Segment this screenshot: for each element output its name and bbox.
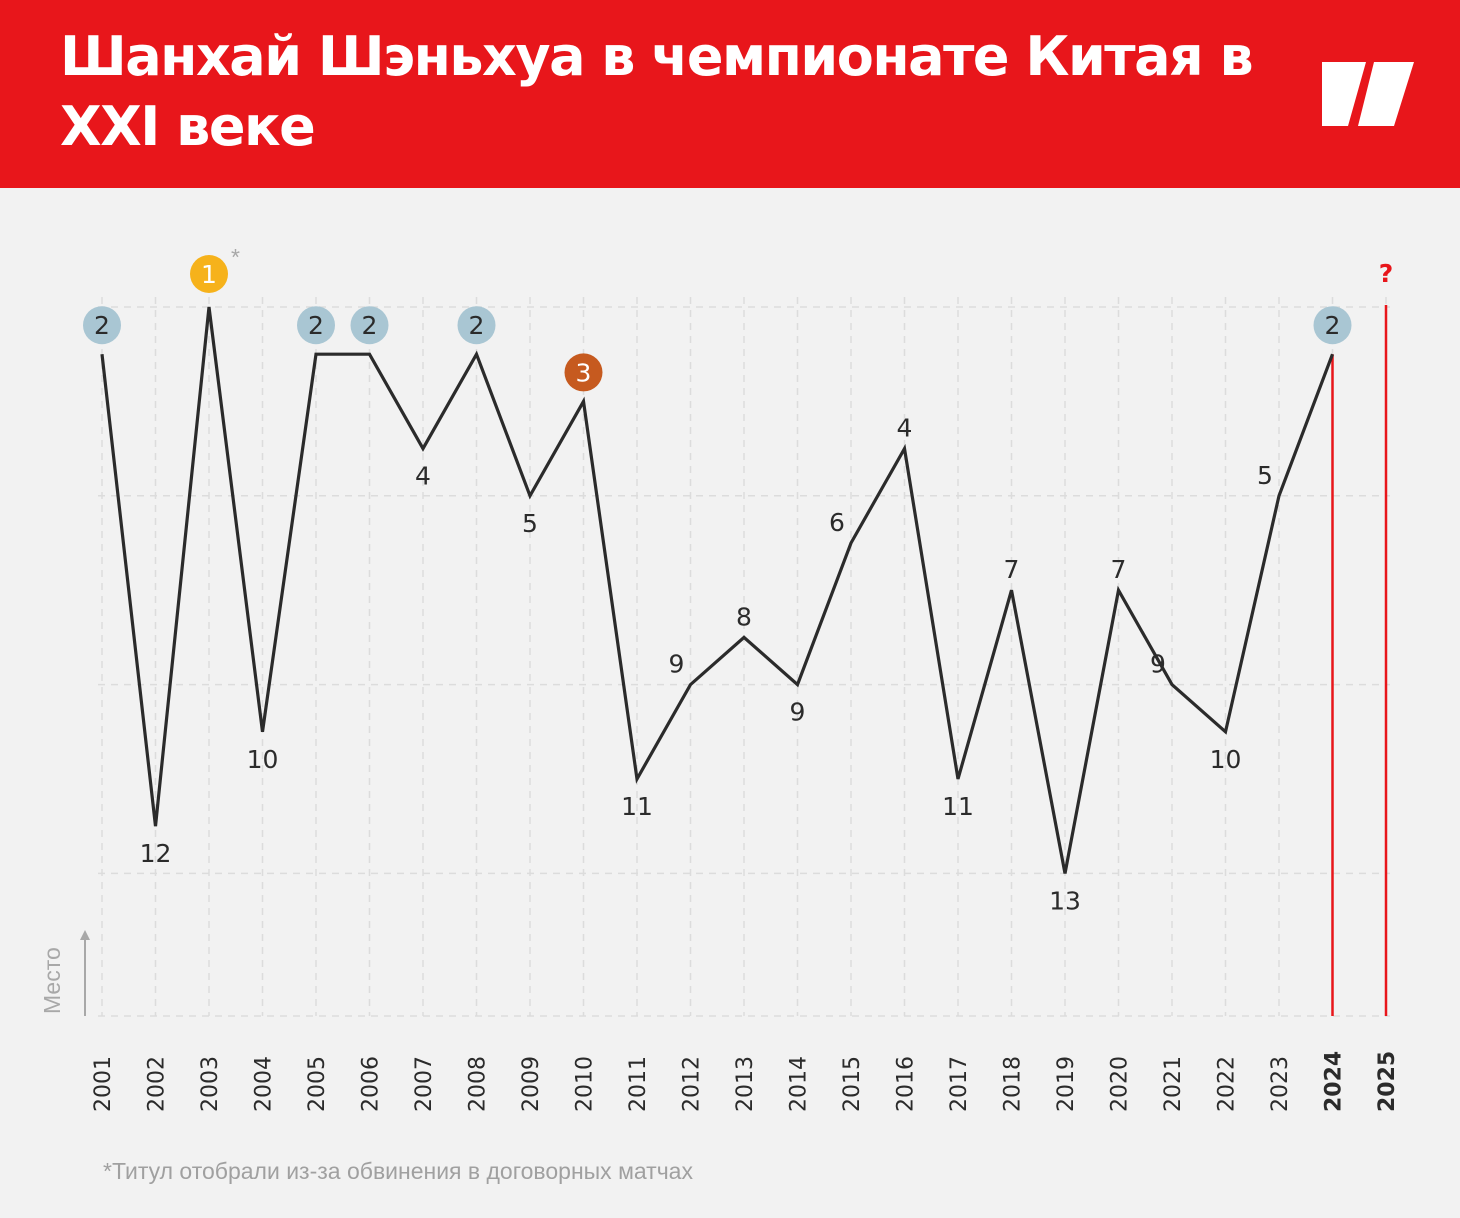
data-label: 4 [415,462,431,491]
x-tick-label: 2025 [1375,1051,1400,1112]
brand-logo-icon [1322,62,1414,126]
data-label: 2 [469,311,485,340]
data-label: 2 [1325,311,1341,340]
data-label: 3 [576,358,592,387]
header-banner: Шанхай Шэньхуа в чемпионате Китая в XXI … [0,0,1460,188]
data-label: 9 [1150,650,1166,679]
data-label: 4 [897,414,913,443]
annotation-asterisk: * [231,244,240,270]
x-tick-label: 2017 [947,1056,972,1112]
x-tick-label: 2014 [787,1056,812,1112]
x-tick-label: 2013 [733,1056,758,1112]
data-label: 8 [736,602,752,631]
x-tick-label: 2008 [466,1056,491,1112]
medal-badge-icon [83,306,121,345]
x-tick-label: 2021 [1161,1056,1186,1112]
medal-badge-icon [190,255,228,293]
x-tick-label: 2007 [412,1056,437,1112]
data-label: 6 [829,508,845,537]
x-tick-label: 2023 [1268,1056,1293,1112]
x-tick-label: 2020 [1108,1056,1133,1112]
data-label: 7 [1111,555,1127,584]
data-label: 9 [669,650,685,679]
x-tick-label: 2011 [626,1056,651,1112]
x-tick-label: 2010 [573,1056,598,1112]
x-tick-label: 2006 [359,1056,384,1112]
data-label: 5 [522,509,538,538]
data-label: 11 [621,792,653,821]
x-tick-label: 2018 [1001,1056,1026,1112]
pending-label: ? [1379,259,1394,288]
x-tick-label: 2024 [1322,1051,1347,1112]
data-label: 12 [140,839,172,868]
data-label: 10 [1210,745,1242,774]
x-tick-label: 2022 [1215,1056,1240,1112]
data-label: 10 [247,745,279,774]
data-label: 1 [201,260,217,289]
x-tick-label: 2003 [198,1056,223,1112]
x-tick-label: 2002 [145,1056,170,1112]
data-label: 11 [942,792,974,821]
x-tick-label: 2004 [252,1056,277,1112]
medal-badge-icon [1313,306,1352,345]
x-tick-label: 2001 [91,1056,116,1112]
medal-badge-icon [350,306,389,345]
data-label: 5 [1257,461,1273,490]
data-label: 9 [790,698,806,727]
x-tick-label: 2015 [840,1056,865,1112]
y-axis-label: Место [39,947,65,1014]
y-axis-arrow-icon [80,930,90,940]
x-tick-label: 2009 [519,1056,544,1112]
x-tick-label: 2012 [680,1056,705,1112]
footnote: *Титул отобрали из-за обвинения в догово… [103,1158,693,1184]
medal-badge-icon [564,353,603,392]
data-label: 2 [94,311,110,340]
x-tick-label: 2019 [1054,1056,1079,1112]
series-line [100,306,1334,874]
data-label: 7 [1004,555,1020,584]
medal-badge-icon [297,306,335,345]
data-label: 2 [308,311,324,340]
x-tick-label: 2016 [894,1056,919,1112]
data-label: 2 [362,311,378,340]
standings-chart: Место? 2 12 1 10 2 2 4 2 5 3 11 9 8 9 6 4 11 7 13 7 9 10 5 2 * 200… [39,244,1400,1112]
x-tick-label: 2005 [305,1056,330,1112]
page-title: Шанхай Шэньхуа в чемпионате Китая в XXI … [60,25,1254,158]
data-label: 13 [1049,886,1081,915]
medal-badge-icon [457,306,496,345]
